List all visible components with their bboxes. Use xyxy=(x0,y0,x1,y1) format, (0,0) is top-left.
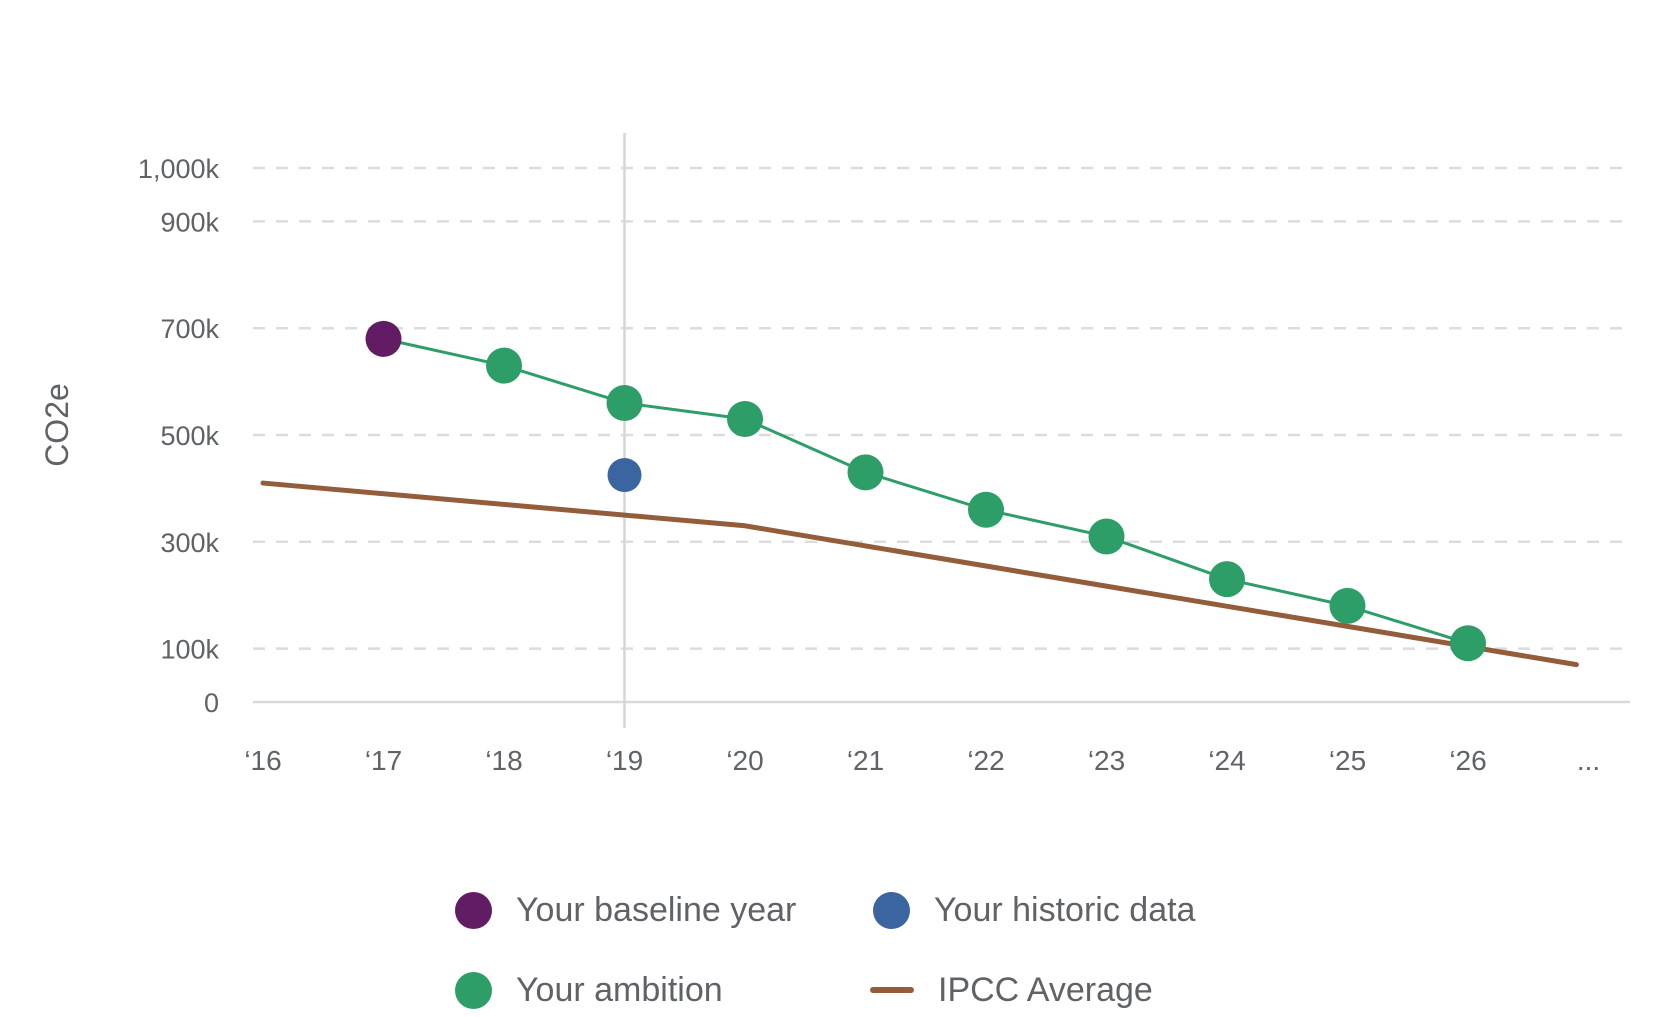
y-tick-label: 500k xyxy=(160,421,219,451)
x-tick-label: ‘23 xyxy=(1088,745,1125,776)
x-tick-label: ‘26 xyxy=(1449,745,1486,776)
historic-point xyxy=(607,458,642,493)
ambition-point xyxy=(606,384,643,421)
x-tick-label: ‘19 xyxy=(606,745,643,776)
ambition-point xyxy=(968,491,1004,528)
x-tick-label: ‘16 xyxy=(244,745,281,776)
x-tick-label: ‘25 xyxy=(1329,745,1366,776)
legend-label-ipcc: IPCC Average xyxy=(938,970,1153,1009)
y-tick-label: 0 xyxy=(204,688,219,718)
legend-label-baseline: Your baseline year xyxy=(516,890,797,929)
ambition-line xyxy=(383,337,1469,645)
legend-item-baseline[interactable]: Your baseline year xyxy=(455,885,796,935)
y-tick-label: 700k xyxy=(160,314,219,344)
x-tick-label: ‘18 xyxy=(485,745,522,776)
ambition-point xyxy=(727,400,763,437)
ambition-point xyxy=(1329,587,1366,624)
series-layer xyxy=(260,320,1579,668)
legend: Your baseline year Your historic data Yo… xyxy=(455,885,1275,1015)
ambition-point xyxy=(486,347,522,384)
x-tick-label: ‘17 xyxy=(365,745,402,776)
y-tick-label: 1,000k xyxy=(138,154,220,184)
legend-label-ambition: Your ambition xyxy=(516,970,723,1009)
y-tick-labels: 0 100k 300k 500k 700k 900k 1,000k xyxy=(138,154,220,718)
ambition-marker-icon xyxy=(455,971,492,1009)
x-tick-label: ‘24 xyxy=(1208,745,1245,776)
y-tick-label: 100k xyxy=(160,635,219,665)
x-tick-label: ... xyxy=(1577,745,1600,776)
ambition-point xyxy=(847,454,884,491)
y-tick-label: 900k xyxy=(160,207,219,237)
x-tick-label: ‘20 xyxy=(726,745,763,776)
baseline-marker-icon xyxy=(455,891,492,929)
legend-item-ambition[interactable]: Your ambition xyxy=(455,965,723,1015)
ipcc-average-line xyxy=(260,480,1579,668)
historic-marker-icon xyxy=(873,891,910,929)
ambition-point xyxy=(1450,625,1486,662)
y-tick-label: 300k xyxy=(160,528,219,558)
x-tick-labels: ‘16 ‘17 ‘18 ‘19 ‘20 ‘21 ‘22 ‘23 ‘24 ‘25 ‘26... xyxy=(244,745,1600,776)
legend-label-historic: Your historic data xyxy=(934,890,1196,929)
ambition-point xyxy=(1209,561,1245,598)
x-tick-label: ‘21 xyxy=(847,745,884,776)
ambition-point xyxy=(1088,518,1125,555)
x-tick-label: ‘22 xyxy=(967,745,1004,776)
grid-lines xyxy=(253,166,1630,704)
ipcc-line-icon xyxy=(870,987,914,993)
legend-item-ipcc[interactable]: IPCC Average xyxy=(870,965,1153,1015)
y-axis-label: CO2e xyxy=(39,383,75,467)
baseline-point xyxy=(365,320,402,357)
legend-item-historic[interactable]: Your historic data xyxy=(873,885,1195,935)
